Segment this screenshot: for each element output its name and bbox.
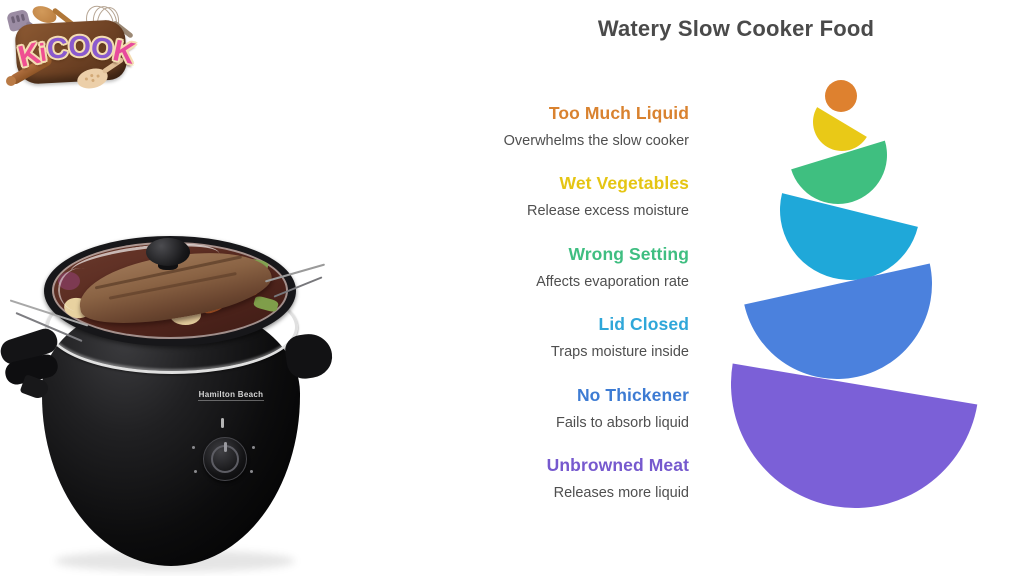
cause-item-4: Lid Closed Traps moisture inside [369,313,689,362]
cause-item-1: Too Much Liquid Overwhelms the slow cooke… [369,102,689,151]
celery-piece [252,295,280,313]
cause-description: Traps moisture inside [550,344,689,361]
cause-description: Overwhelms the slow cooker [503,133,689,149]
funnel-semicircle-5 [744,263,951,398]
rolling-pin-knob [6,76,16,86]
page-title: Watery Slow Cooker Food [597,16,875,41]
knob-tick [194,470,197,473]
right-handle [283,331,335,381]
brand-label: Hamilton Beach [188,390,274,401]
power-indicator [221,418,224,428]
cause-label: Wrong Setting [568,243,689,264]
funnel-semicircle-2 [802,107,867,162]
cause-label: Lid Closed [598,314,689,335]
knob-tick [250,470,253,473]
cause-description: Fails to absorb liquid [556,414,689,431]
onion-piece [58,272,80,290]
knob-tick [192,446,195,449]
cause-description: Releases more liquid [553,485,689,501]
logo-letter: C [46,31,70,66]
control-knob [203,437,247,481]
logo-letter: O [68,30,91,63]
control-knob-pointer [224,442,227,452]
cause-item-5: No Thickener Fails to absorb liquid [369,384,689,433]
cause-label: No Thickener [576,384,689,405]
slow-cooker-image: Hamilton Beach [0,232,346,576]
knob-tick [252,446,255,449]
funnel-semicircle-6 [712,363,978,527]
funnel-circle-1 [825,80,857,112]
cause-description: Affects evaporation rate [536,273,689,290]
lid-knob-icon [146,238,190,266]
cause-label: Unbrowned Meat [546,455,689,475]
cause-item-2: Wet Vegetables Release excess moisture [369,172,689,221]
cause-description: Release excess moisture [527,203,689,220]
cause-label: Wet Vegetables [559,173,689,194]
cause-item-3: Wrong Setting Affects evaporation rate [369,243,689,292]
cause-label: Too Much Liquid [548,103,689,123]
funnel-semicircle-3 [791,140,900,217]
funnel-semicircle-4 [765,193,918,295]
cause-item-6: Unbrowned Meat Releases more liquid [369,454,689,503]
